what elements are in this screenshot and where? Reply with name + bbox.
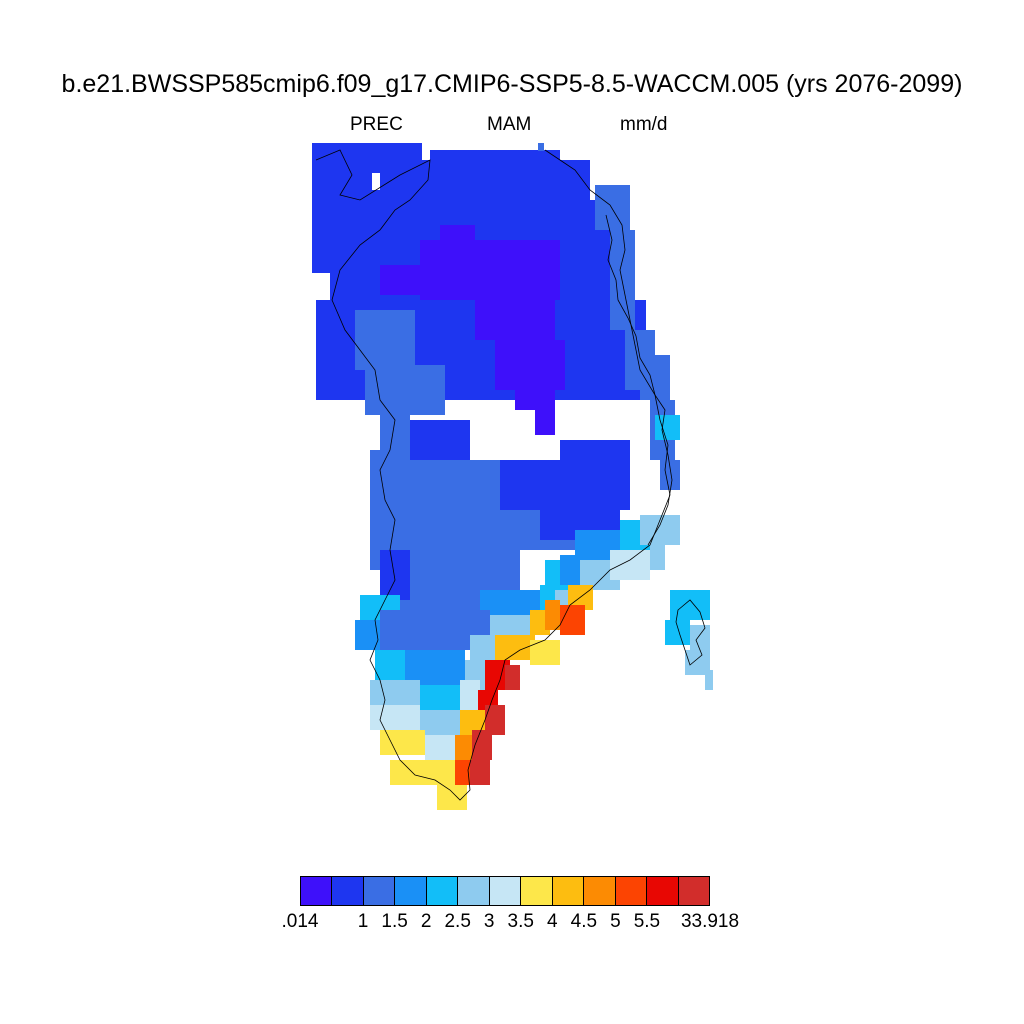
units-label: mm/d <box>620 114 668 135</box>
map-cell <box>505 665 520 690</box>
colorbar-segment-4 <box>426 877 459 905</box>
map-cell <box>380 610 470 650</box>
colorbar-tick-label: 2.5 <box>444 911 471 932</box>
map-cell <box>395 560 410 600</box>
coastline <box>315 149 671 801</box>
colorbar <box>300 876 710 906</box>
colorbar-segment-5 <box>458 877 490 905</box>
colorbar-tick-label: 4 <box>547 911 558 932</box>
map-cell <box>515 390 555 410</box>
map-cell <box>472 730 492 760</box>
map-cell <box>420 710 460 735</box>
map-cell <box>560 605 585 635</box>
map-cell <box>355 310 415 370</box>
map-cell <box>595 185 630 230</box>
colorbar-tick-label: 5 <box>610 911 621 932</box>
colorbar-tick-label: 1 <box>357 911 369 932</box>
map-cell <box>660 460 680 490</box>
map-cell <box>535 410 555 435</box>
map-cell <box>365 365 445 415</box>
map-cell <box>705 670 713 690</box>
map-cell <box>655 415 680 440</box>
season-label: MAM <box>487 114 532 135</box>
colorbar-tick-label: 3.5 <box>507 911 534 932</box>
map-cell <box>610 550 650 580</box>
colorbar-segment-10 <box>615 877 648 905</box>
map-cell <box>670 590 710 620</box>
colorbar-tick-label: 5.5 <box>633 911 661 932</box>
colorbar-segment-8 <box>552 877 585 905</box>
colorbar-tick-label: 2 <box>420 911 432 932</box>
colorbar-segment-9 <box>584 877 616 905</box>
map-cell <box>690 625 710 655</box>
colorbar-tick-label: .014 <box>281 911 319 932</box>
map-cell <box>560 440 630 480</box>
map-cell <box>410 420 470 460</box>
variable-label: PREC <box>350 114 403 135</box>
map-cell <box>460 680 480 710</box>
colorbar-segment-7 <box>521 877 553 905</box>
map-cell <box>485 705 505 735</box>
map-cell <box>640 355 670 400</box>
colorbar-segment-12 <box>678 877 710 905</box>
colorbar-segment-6 <box>489 877 522 905</box>
colorbar-tick-label: 1.5 <box>381 911 408 932</box>
map-cell <box>560 160 590 200</box>
map-cell <box>475 290 555 340</box>
map-cell <box>390 760 460 785</box>
colorbar-segment-2 <box>363 877 396 905</box>
map-cell <box>545 600 560 630</box>
map-cell <box>530 640 560 665</box>
map-cell <box>495 340 565 390</box>
map-title: b.e21.BWSSP585cmip6.f09_g17.CMIP6-SSP5-8… <box>61 70 963 98</box>
map-cells <box>312 143 713 810</box>
map-cell <box>650 545 665 570</box>
colorbar-tick-label: 33.918 <box>680 911 740 932</box>
colorbar-tick-label: 4.5 <box>570 911 598 932</box>
map-cell <box>665 620 690 645</box>
map-cell <box>538 143 544 151</box>
map-cell <box>610 230 635 330</box>
map-cell <box>420 685 460 710</box>
map-cell <box>495 635 535 660</box>
colorbar-segment-0 <box>301 877 333 905</box>
east-coast-detail <box>605 214 673 546</box>
colorbar-segment-1 <box>332 877 364 905</box>
map-cell <box>470 760 490 785</box>
map-cell <box>455 735 475 760</box>
iceland-coastline <box>675 599 706 666</box>
colorbar-tick-label: 3 <box>483 911 495 932</box>
colorbar-segment-11 <box>647 877 679 905</box>
colorbar-segment-3 <box>395 877 427 905</box>
map-cell <box>375 650 405 680</box>
map-cell <box>370 705 420 730</box>
